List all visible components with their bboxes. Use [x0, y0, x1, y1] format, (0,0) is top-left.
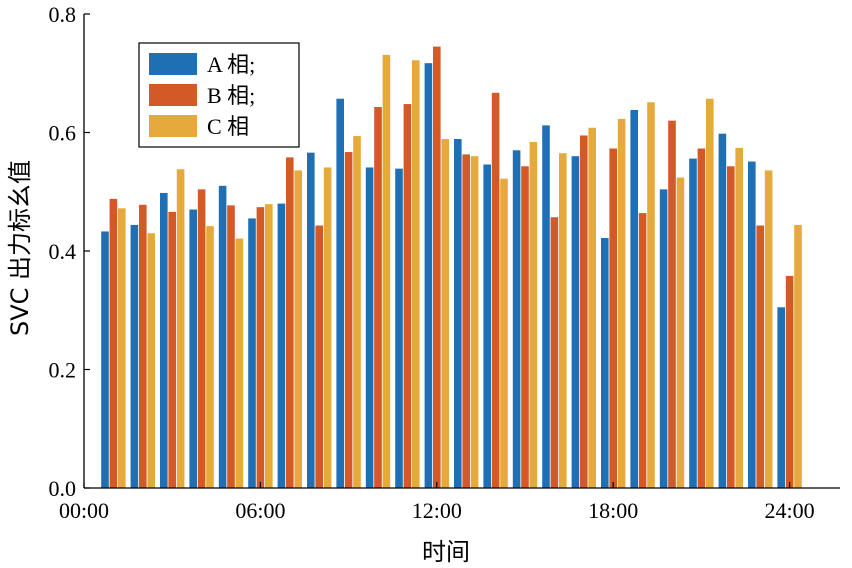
bar-2-7 — [286, 157, 294, 488]
y-tick-label: 0.6 — [49, 121, 77, 146]
bar-2-24 — [785, 275, 794, 488]
bar-2-4 — [197, 189, 206, 488]
bar-1-5 — [218, 185, 227, 488]
bar-2-5 — [227, 205, 235, 488]
bar-2-17 — [580, 135, 588, 488]
bar-2-8 — [315, 225, 323, 488]
y-tick-label: 0.0 — [49, 476, 77, 501]
bar-1-23 — [748, 161, 756, 488]
bar-3-5 — [235, 238, 244, 488]
bar-2-13 — [462, 154, 470, 489]
bar-1-14 — [483, 164, 491, 488]
bar-2-19 — [638, 213, 647, 488]
bar-1-1 — [101, 231, 109, 488]
bar-1-24 — [777, 307, 785, 488]
bar-3-1 — [118, 208, 126, 488]
bar-2-16 — [550, 217, 559, 489]
bar-1-17 — [571, 156, 580, 488]
legend-label-2: B 相; — [207, 83, 255, 108]
bar-2-3 — [168, 211, 176, 488]
bar-1-15 — [512, 150, 521, 488]
bar-2-10 — [374, 107, 382, 489]
bar-3-10 — [382, 54, 391, 488]
bar-2-14 — [491, 92, 500, 489]
bar-2-22 — [727, 166, 735, 488]
bar-1-16 — [542, 125, 550, 488]
x-tick-label: 18:00 — [588, 498, 638, 523]
x-tick-label: 00:00 — [59, 498, 109, 523]
bar-3-6 — [265, 204, 273, 488]
y-tick-label: 0.8 — [49, 2, 77, 27]
legend-label-3: C 相 — [207, 114, 249, 139]
y-axis-label: SVC 出力标幺值 — [6, 160, 34, 336]
bar-3-17 — [588, 127, 596, 488]
bar-1-9 — [336, 98, 344, 488]
bar-2-15 — [521, 166, 529, 488]
bar-3-22 — [735, 147, 743, 488]
bar-3-23 — [764, 170, 773, 489]
bar-3-11 — [412, 60, 420, 488]
bar-3-13 — [470, 156, 479, 488]
x-axis-label: 时间 — [422, 538, 470, 566]
bar-3-16 — [559, 153, 567, 489]
bar-1-11 — [395, 168, 403, 488]
bar-3-9 — [353, 136, 361, 488]
bar-3-20 — [676, 177, 685, 488]
bar-3-14 — [500, 178, 508, 488]
legend-swatch-1 — [149, 53, 197, 75]
bar-2-23 — [756, 225, 764, 488]
x-tick-label: 06:00 — [235, 498, 285, 523]
axes: 0.0 0.2 0.4 0.6 0.8 00:00 06:00 12:00 18:00 24:00 — [49, 2, 840, 523]
bar-3-12 — [441, 139, 449, 488]
bar-3-18 — [617, 118, 626, 489]
bar-1-22 — [718, 133, 727, 488]
bar-2-18 — [609, 148, 617, 488]
legend-label-1: A 相; — [207, 52, 255, 77]
bar-3-15 — [529, 141, 538, 489]
x-tick-label: 12:00 — [412, 498, 462, 523]
bar-2-21 — [697, 148, 706, 488]
bar-2-2 — [139, 204, 147, 489]
legend-swatch-2 — [149, 84, 197, 106]
y-tick-label: 0.4 — [49, 239, 77, 264]
bars — [101, 46, 802, 489]
bar-1-20 — [659, 189, 668, 488]
bar-3-8 — [323, 167, 332, 488]
bar-1-10 — [365, 167, 374, 488]
bar-2-11 — [403, 104, 412, 488]
bar-3-7 — [294, 170, 302, 489]
bar-1-18 — [601, 237, 609, 488]
bar-1-3 — [160, 192, 168, 488]
bar-2-20 — [668, 120, 676, 489]
bar-1-2 — [130, 224, 139, 488]
bar-3-21 — [706, 98, 714, 488]
bar-2-12 — [433, 46, 441, 489]
bar-2-6 — [256, 207, 265, 488]
x-tick-label: 24:00 — [765, 498, 815, 523]
legend: A 相; B 相; C 相 — [138, 42, 300, 148]
bar-3-2 — [147, 233, 155, 488]
bar-3-4 — [206, 226, 214, 488]
legend-swatch-3 — [149, 115, 197, 137]
bar-1-4 — [189, 209, 197, 488]
bar-3-19 — [647, 102, 655, 488]
y-tick-label: 0.2 — [49, 358, 77, 383]
bar-3-3 — [176, 169, 185, 489]
bar-1-19 — [630, 109, 638, 489]
bar-3-24 — [794, 224, 802, 488]
bar-1-21 — [689, 158, 697, 488]
bar-1-7 — [277, 203, 286, 488]
bar-2-9 — [344, 152, 353, 489]
bar-1-12 — [424, 63, 433, 489]
bar-1-13 — [454, 139, 462, 488]
bar-2-1 — [109, 198, 118, 489]
bar-1-8 — [307, 152, 315, 488]
bar-1-6 — [248, 218, 256, 488]
